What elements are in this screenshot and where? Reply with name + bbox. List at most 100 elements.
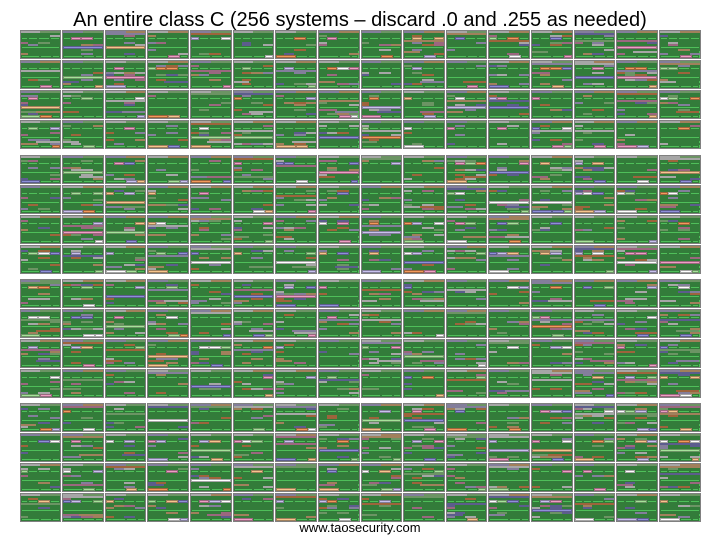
system-card xyxy=(105,309,147,338)
system-card xyxy=(147,403,189,432)
system-card xyxy=(361,463,403,492)
system-card xyxy=(616,245,658,274)
system-card xyxy=(105,433,147,462)
system-card xyxy=(403,493,445,522)
system-card xyxy=(105,90,147,119)
system-card xyxy=(233,433,275,462)
system-card xyxy=(147,185,189,214)
system-card xyxy=(659,90,701,119)
system-card xyxy=(403,433,445,462)
system-card xyxy=(361,90,403,119)
system-card xyxy=(318,30,360,59)
system-card xyxy=(20,30,62,59)
system-card xyxy=(574,30,616,59)
system-card xyxy=(531,369,573,398)
system-card xyxy=(147,279,189,308)
system-card xyxy=(446,215,488,244)
footer-url: www.taosecurity.com xyxy=(0,520,720,536)
system-card xyxy=(574,155,616,184)
system-card xyxy=(147,493,189,522)
system-card xyxy=(190,403,232,432)
system-card xyxy=(62,90,104,119)
system-card xyxy=(659,309,701,338)
system-card xyxy=(659,493,701,522)
system-card xyxy=(233,245,275,274)
system-card xyxy=(275,339,317,368)
system-card xyxy=(616,309,658,338)
system-card xyxy=(62,433,104,462)
system-card xyxy=(616,30,658,59)
system-card xyxy=(446,60,488,89)
system-card xyxy=(616,185,658,214)
system-card xyxy=(318,60,360,89)
system-card xyxy=(616,463,658,492)
system-card xyxy=(190,493,232,522)
system-card xyxy=(361,60,403,89)
system-card xyxy=(403,309,445,338)
system-card xyxy=(20,120,62,149)
system-card xyxy=(147,30,189,59)
system-card xyxy=(318,215,360,244)
system-card xyxy=(318,403,360,432)
system-card xyxy=(62,120,104,149)
system-card xyxy=(531,279,573,308)
system-card xyxy=(531,155,573,184)
system-card xyxy=(361,185,403,214)
system-card xyxy=(275,245,317,274)
system-card xyxy=(616,339,658,368)
system-card xyxy=(488,215,530,244)
system-card xyxy=(147,120,189,149)
system-card xyxy=(446,403,488,432)
system-card xyxy=(147,215,189,244)
system-card xyxy=(233,60,275,89)
system-card xyxy=(403,155,445,184)
system-card xyxy=(488,403,530,432)
system-card xyxy=(574,185,616,214)
system-card xyxy=(20,245,62,274)
system-card xyxy=(190,369,232,398)
system-card xyxy=(62,403,104,432)
system-card xyxy=(105,30,147,59)
system-card xyxy=(616,279,658,308)
system-card xyxy=(190,120,232,149)
system-card xyxy=(105,120,147,149)
system-card xyxy=(574,433,616,462)
system-card xyxy=(147,155,189,184)
system-card xyxy=(531,215,573,244)
system-card xyxy=(105,403,147,432)
system-card xyxy=(531,30,573,59)
system-card xyxy=(361,279,403,308)
system-card xyxy=(62,245,104,274)
system-card xyxy=(403,120,445,149)
system-card xyxy=(446,279,488,308)
system-card xyxy=(616,155,658,184)
system-card xyxy=(659,60,701,89)
system-card xyxy=(318,90,360,119)
system-card xyxy=(233,279,275,308)
system-card xyxy=(190,309,232,338)
system-card xyxy=(616,433,658,462)
system-card xyxy=(488,279,530,308)
system-card xyxy=(20,279,62,308)
system-card xyxy=(616,60,658,89)
system-card xyxy=(318,279,360,308)
system-card xyxy=(20,403,62,432)
system-card xyxy=(446,245,488,274)
system-card xyxy=(105,60,147,89)
system-card xyxy=(62,155,104,184)
system-card xyxy=(275,433,317,462)
system-card xyxy=(20,433,62,462)
system-card xyxy=(403,30,445,59)
system-card xyxy=(318,369,360,398)
system-card xyxy=(446,309,488,338)
system-card xyxy=(318,339,360,368)
system-card xyxy=(147,433,189,462)
system-card xyxy=(446,339,488,368)
system-card xyxy=(62,309,104,338)
system-card xyxy=(318,185,360,214)
system-card xyxy=(62,463,104,492)
system-card xyxy=(20,215,62,244)
system-card xyxy=(659,215,701,244)
system-card xyxy=(488,90,530,119)
